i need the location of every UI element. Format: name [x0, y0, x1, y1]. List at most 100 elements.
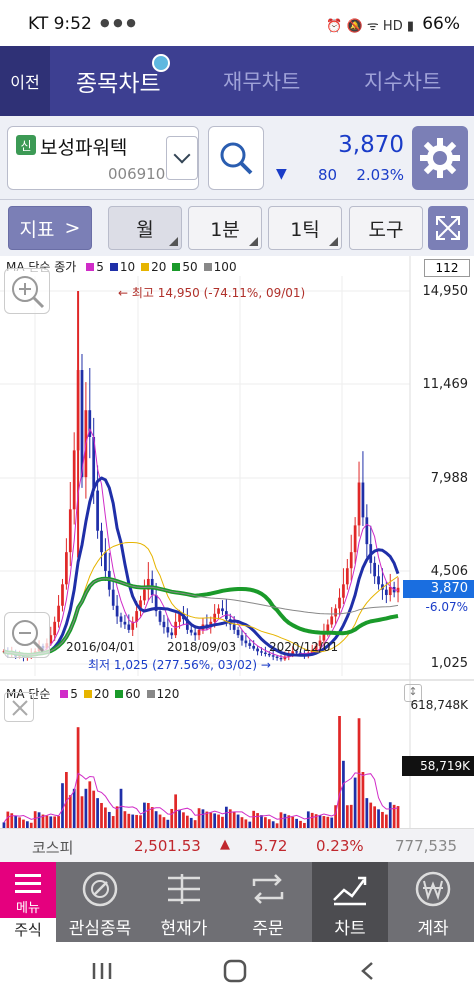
badge-icon: [152, 54, 170, 72]
volume-bar-60: [236, 814, 240, 828]
volume-bar-57: [224, 806, 228, 828]
volume-bar-52: [205, 811, 209, 828]
nav-watchlist[interactable]: 관심종목: [60, 862, 140, 942]
minute-button[interactable]: 1분: [188, 206, 262, 250]
volume-bar-75: [295, 818, 298, 828]
volume-bar-61: [240, 817, 244, 828]
volume-bar-85: [334, 805, 337, 828]
stock-code: 006910: [108, 165, 166, 183]
back-button[interactable]: 이전: [0, 46, 50, 116]
price-chart-area[interactable]: MA 단순 종가 5 10 20 50 100 112 14,950 11,469 7,…: [0, 256, 474, 828]
candle-body-81: [318, 640, 322, 646]
nav-current-price[interactable]: 현재가: [144, 862, 224, 942]
candle-body-74: [291, 651, 295, 654]
watchlist-icon: [82, 871, 118, 907]
stock-dropdown-button[interactable]: [166, 136, 198, 180]
minute-label: 1분: [210, 218, 240, 241]
zoom-out-button[interactable]: [4, 612, 50, 658]
zoom-in-button[interactable]: [4, 268, 50, 314]
candle-count-box[interactable]: 112: [424, 259, 470, 277]
nav-chart[interactable]: 차트: [312, 862, 388, 942]
home-icon[interactable]: [222, 958, 248, 984]
battery-percent: 66%: [422, 14, 460, 34]
volume-bar-99: [388, 802, 392, 828]
index-rate: 0.23%: [316, 837, 364, 855]
candle-body-80: [314, 645, 318, 650]
candle-body-36: [143, 589, 146, 601]
volume-bar-58: [228, 809, 232, 828]
candle-body-40: [158, 611, 162, 622]
zoom-in-icon: [12, 276, 45, 309]
tick-button[interactable]: 1틱: [268, 206, 342, 250]
candle-body-16: [65, 552, 68, 585]
volume-bar-89: [349, 804, 353, 828]
candle-body-93: [365, 517, 369, 545]
volume-bar-5: [22, 819, 25, 828]
volume-bar-71: [279, 812, 283, 828]
high-annotation: ← 최고 14,950 (-74.11%, 09/01): [118, 286, 306, 300]
vol-swatch-20: [83, 690, 92, 698]
stock-selector-row: 신 보성파워텍 006910 3,870 ▼ 80 2.03%: [0, 116, 474, 200]
nav-order[interactable]: 주문: [228, 862, 308, 942]
ma-line-10: [3, 476, 400, 657]
volume-bar-64: [252, 810, 256, 828]
index-change: 5.72: [254, 837, 288, 855]
volume-bar-96: [377, 809, 380, 828]
candle-body-29: [115, 605, 119, 617]
candle-body-44: [174, 621, 178, 636]
candle-body-66: [260, 651, 263, 653]
volume-bar-101: [396, 806, 400, 828]
nav-account[interactable]: 계좌: [392, 862, 474, 942]
candle-body-82: [322, 632, 326, 641]
settings-button[interactable]: [412, 126, 468, 190]
indicator-button[interactable]: 지표 >: [8, 206, 92, 250]
fullscreen-button[interactable]: [428, 206, 468, 250]
search-button[interactable]: [208, 126, 264, 190]
volume-bar-11: [45, 815, 49, 828]
resize-handle-icon[interactable]: ↕: [404, 684, 422, 702]
volume-bar-77: [303, 822, 306, 828]
nav-chart-label: 차트: [334, 919, 366, 939]
candle-body-49: [193, 632, 197, 636]
volume-bar-78: [306, 811, 310, 828]
bottom-nav: 메뉴 주식 관심종목 현재가 주문 차트 계좌: [0, 862, 474, 942]
menu-button[interactable]: 메뉴 주식: [0, 862, 56, 942]
candle-body-62: [244, 640, 248, 644]
candle-body-45: [178, 613, 181, 622]
candle-body-41: [162, 621, 166, 628]
system-nav-bar: [0, 942, 474, 1000]
volume-bar-38: [150, 807, 154, 828]
close-volume-button[interactable]: [4, 692, 34, 722]
period-month-button[interactable]: 월: [108, 206, 182, 250]
tab-finance-chart[interactable]: 재무차트: [223, 70, 301, 94]
volume-bar-2: [10, 813, 14, 828]
volume-bar-87: [342, 760, 345, 828]
tab-stock-chart[interactable]: 종목차트: [76, 71, 161, 97]
back-nav-icon[interactable]: [358, 960, 378, 982]
volume-legend: MA 단순 5 20 60 120: [6, 685, 179, 702]
vol-label-60: 60: [125, 687, 141, 701]
candle-body-20: [80, 370, 84, 478]
index-ticker-row[interactable]: 코스피 2,501.53 ▲ 5.72 0.23% 777,535: [0, 828, 474, 862]
ma-swatch-50: [172, 263, 181, 271]
candle-body-87: [342, 584, 345, 598]
volume-bar-6: [25, 821, 29, 828]
vol-label-120: 120: [156, 687, 180, 701]
volume-bar-63: [248, 821, 252, 828]
candle-body-31: [123, 621, 127, 625]
volume-bar-13: [53, 816, 57, 828]
volume-bar-9: [37, 812, 41, 828]
recent-apps-icon[interactable]: [90, 960, 114, 982]
ma-label-10: 10: [119, 260, 136, 274]
tools-button[interactable]: 도구: [349, 206, 423, 250]
volume-bar-22: [88, 781, 92, 828]
ma-swatch-20: [141, 263, 150, 271]
candle-body-86: [338, 597, 341, 609]
vol-label-20: 20: [93, 687, 110, 701]
candle-body-99: [388, 586, 392, 596]
candle-body-17: [68, 509, 72, 553]
tab-index-chart[interactable]: 지수차트: [364, 70, 442, 94]
ma-swatch-10: [109, 263, 118, 271]
volume-bar-18: [72, 788, 76, 828]
candle-body-22: [88, 410, 92, 437]
